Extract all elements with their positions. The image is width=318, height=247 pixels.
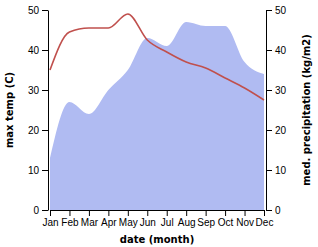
tick-label: 10 — [28, 165, 40, 176]
precipitation-area — [50, 22, 264, 210]
tick-mark — [147, 210, 148, 216]
tick: 50 — [28, 5, 48, 16]
tick-mark — [266, 170, 272, 171]
tick-label: 0 — [275, 205, 281, 216]
tick: Apr — [101, 210, 117, 228]
x-axis: JanFebMarAprMayJun Jul AugSepOctNovDec — [42, 210, 273, 228]
tick: Feb — [61, 210, 79, 228]
tick-mark — [266, 130, 272, 131]
tick: Dec — [256, 210, 274, 228]
y-axis-line — [48, 11, 49, 211]
tick: Oct — [218, 210, 234, 228]
y-axis-title: max temp (C) — [4, 72, 15, 148]
tick: Jan — [42, 210, 58, 228]
tick-mark — [89, 210, 90, 216]
tick: Nov — [236, 210, 254, 228]
tick: Mar — [81, 210, 99, 228]
tick-mark — [42, 210, 48, 211]
tick: Jul — [161, 210, 174, 228]
tick-label: Mar — [81, 217, 99, 228]
plot: JanFebMarAprMayJunJulAugSepOctNovDec0102… — [28, 5, 287, 228]
tick-label: 20 — [275, 125, 287, 136]
tick-label: 30 — [275, 85, 287, 96]
tick-label: Aug — [178, 217, 196, 228]
tick-label: Feb — [61, 217, 79, 228]
tick: 10 — [266, 165, 287, 176]
x-axis-title: date (month) — [120, 234, 194, 245]
tick: 20 — [266, 125, 287, 136]
tick: 0 — [33, 205, 48, 216]
tick-mark — [186, 210, 187, 216]
tick-label: 0 — [33, 205, 39, 216]
tick-label: Jan — [42, 217, 58, 228]
tick-label: 40 — [28, 45, 40, 56]
tick: 30 — [266, 85, 287, 96]
tick-label: Oct — [218, 217, 234, 228]
tick-mark — [108, 210, 109, 216]
tick: 0 — [266, 205, 281, 216]
tick-label: Dec — [256, 217, 274, 228]
tick-label: 40 — [275, 45, 287, 56]
tick: 30 — [28, 85, 48, 96]
tick: Sep — [197, 210, 215, 228]
tick: 10 — [28, 165, 48, 176]
tick-label: 50 — [275, 5, 287, 16]
tick: May — [119, 210, 138, 228]
x-axis-line — [51, 210, 265, 211]
tick-mark — [245, 210, 246, 216]
tick: 20 — [28, 125, 48, 136]
tick-mark — [42, 170, 48, 171]
tick-label: Apr — [101, 217, 117, 228]
tick: 40 — [266, 45, 287, 56]
temp-line — [50, 14, 264, 100]
tick-mark — [266, 50, 272, 51]
tick-label: Jul — [161, 217, 174, 228]
tick-mark — [42, 130, 48, 131]
tick-mark — [264, 210, 265, 216]
y2-axis-title: med. precipitation (kg/m2) — [301, 34, 312, 186]
tick-label: May — [119, 217, 138, 228]
tick-label: 50 — [28, 5, 40, 16]
tick: Jun — [140, 210, 156, 228]
tick: 50 — [266, 5, 287, 16]
tick-mark — [69, 210, 70, 216]
tick-mark — [42, 10, 48, 11]
tick-label: Nov — [236, 217, 254, 228]
tick-mark — [167, 210, 168, 216]
tick-mark — [225, 210, 226, 216]
tick-label: 30 — [28, 85, 40, 96]
y2-axis-line — [266, 11, 267, 211]
tick-mark — [50, 210, 51, 216]
tick-mark — [42, 90, 48, 91]
tick-label: Jun — [140, 217, 156, 228]
chart: JanFebMarAprMayJunJulAugSepOctNovDec0102… — [0, 0, 318, 247]
tick-label: 10 — [275, 165, 287, 176]
tick-mark — [42, 50, 48, 51]
tick-mark — [266, 10, 272, 11]
marks — [50, 14, 264, 210]
y2-axis: 0 10 20 30 40 50 — [266, 5, 287, 216]
tick-mark — [206, 210, 207, 216]
tick-mark — [266, 210, 272, 211]
tick: 40 — [28, 45, 48, 56]
tick-mark — [128, 210, 129, 216]
tick: Aug — [178, 210, 196, 228]
tick-mark — [266, 90, 272, 91]
tick-label: 20 — [28, 125, 40, 136]
y-axis: 0 10 20 30 40 50 — [28, 5, 49, 216]
tick-label: Sep — [197, 217, 215, 228]
